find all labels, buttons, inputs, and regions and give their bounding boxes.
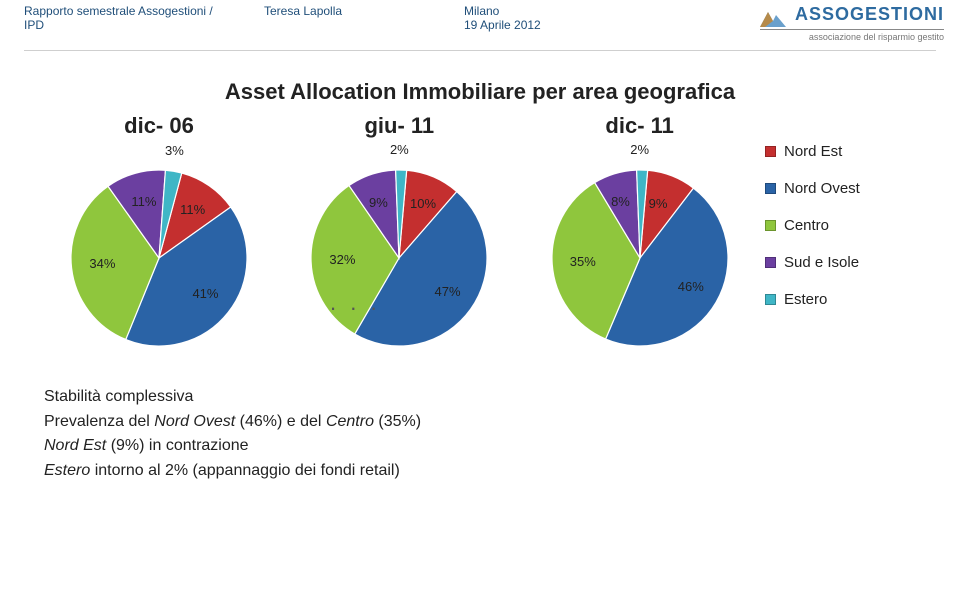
note-line-1: Stabilità complessiva xyxy=(44,385,960,410)
legend-item-1: Nord Ovest xyxy=(765,180,920,197)
pie-label-sud-e-isole: 9% xyxy=(369,195,388,210)
note-line-3: Nord Est (9%) in contrazione xyxy=(44,434,960,459)
pie-label-nord-est: 10% xyxy=(410,196,436,211)
legend-label-3: Sud e Isole xyxy=(784,254,859,271)
header-line1: Rapporto semestrale Assogestioni / xyxy=(24,4,213,18)
pie-chart-1: 10%47%32%9%2% xyxy=(294,147,504,357)
pie-label-nord-est: 11% xyxy=(180,202,205,217)
slide-header: Rapporto semestrale Assogestioni / IPD T… xyxy=(0,0,960,46)
pie-label-nord-est: 9% xyxy=(649,196,668,211)
legend-label-0: Nord Est xyxy=(784,143,842,160)
pie-svg xyxy=(54,147,264,357)
note2-em2: Centro xyxy=(326,413,374,430)
legend-label-4: Estero xyxy=(784,291,827,308)
pie-label-nord-ovest: 41% xyxy=(192,286,218,301)
legend-swatch-3 xyxy=(765,257,776,268)
slide-title: Asset Allocation Immobiliare per area ge… xyxy=(0,79,960,105)
legend-item-3: Sud e Isole xyxy=(765,254,920,271)
pie-label-estero: 2% xyxy=(630,142,649,157)
chart-title-0: dic- 06 xyxy=(44,113,274,139)
brand-logo: ASSOGESTIONI associazione del risparmio … xyxy=(760,4,944,42)
notes-block: Stabilità complessiva Prevalenza del Nor… xyxy=(0,385,960,484)
pie-label-nord-ovest: 47% xyxy=(434,284,460,299)
note-line-2: Prevalenza del Nord Ovest (46%) e del Ce… xyxy=(44,410,960,435)
legend-item-4: Estero xyxy=(765,291,920,308)
note2-pre: Prevalenza del xyxy=(44,413,154,430)
chart-block-2: dic- 11 9% 46% 35% 8% 2% xyxy=(525,113,755,357)
pie-svg xyxy=(294,147,504,357)
brand-tagline: associazione del risparmio gestito xyxy=(760,29,944,42)
legend-label-2: Centro xyxy=(784,217,829,234)
ellipsis-decoration: . . . xyxy=(330,290,381,316)
pie-chart-2: 9%46%35%8%2% xyxy=(535,147,745,357)
legend: Nord Est Nord Ovest Centro Sud e Isole Ester… xyxy=(765,113,920,328)
note3-rest: (9%) in contrazione xyxy=(106,437,248,454)
header-author: Teresa Lapolla xyxy=(264,4,464,18)
header-date: 19 Aprile 2012 xyxy=(464,18,541,32)
header-line2: IPD xyxy=(24,18,44,32)
chart-title-1: giu- 11 xyxy=(284,113,514,139)
pie-label-centro: 34% xyxy=(89,256,115,271)
pie-chart-0: 11%41%34%11%3% xyxy=(54,147,264,357)
chart-block-1: giu- 11 10% 47% 32% 9% 2% xyxy=(284,113,514,357)
legend-swatch-0 xyxy=(765,146,776,157)
pie-label-estero: 3% xyxy=(165,143,184,158)
legend-swatch-4 xyxy=(765,294,776,305)
note4-em: Estero xyxy=(44,462,90,479)
charts-row: dic- 06 11% 41% 34% 11% 3% giu- 11 10% 47% 32%… xyxy=(0,113,960,357)
note2-mid: (46%) e del xyxy=(235,413,326,430)
header-location-date: Milano 19 Aprile 2012 xyxy=(464,4,614,32)
note2-post: (35%) xyxy=(374,413,421,430)
pie-label-centro: 32% xyxy=(329,252,355,267)
pie-label-nord-ovest: 46% xyxy=(678,279,704,294)
header-report-title: Rapporto semestrale Assogestioni / IPD xyxy=(24,4,264,32)
pie-label-sud-e-isole: 8% xyxy=(611,194,630,209)
legend-label-1: Nord Ovest xyxy=(784,180,860,197)
legend-item-2: Centro xyxy=(765,217,920,234)
note-line-4: Estero intorno al 2% (appannaggio dei fo… xyxy=(44,459,960,484)
note4-rest: intorno al 2% (appannaggio dei fondi ret… xyxy=(90,462,400,479)
header-divider xyxy=(24,50,936,51)
note2-em1: Nord Ovest xyxy=(154,413,235,430)
chart-title-2: dic- 11 xyxy=(525,113,755,139)
header-city: Milano xyxy=(464,4,499,18)
logo-icon xyxy=(760,7,786,27)
chart-block-0: dic- 06 11% 41% 34% 11% 3% xyxy=(44,113,274,357)
pie-label-estero: 2% xyxy=(390,142,409,157)
brand-name: ASSOGESTIONI xyxy=(795,4,944,24)
note3-em: Nord Est xyxy=(44,437,106,454)
pie-svg xyxy=(535,147,745,357)
legend-swatch-1 xyxy=(765,183,776,194)
pie-label-sud-e-isole: 11% xyxy=(131,194,156,209)
pie-label-centro: 35% xyxy=(570,254,596,269)
legend-swatch-2 xyxy=(765,220,776,231)
legend-item-0: Nord Est xyxy=(765,143,920,160)
